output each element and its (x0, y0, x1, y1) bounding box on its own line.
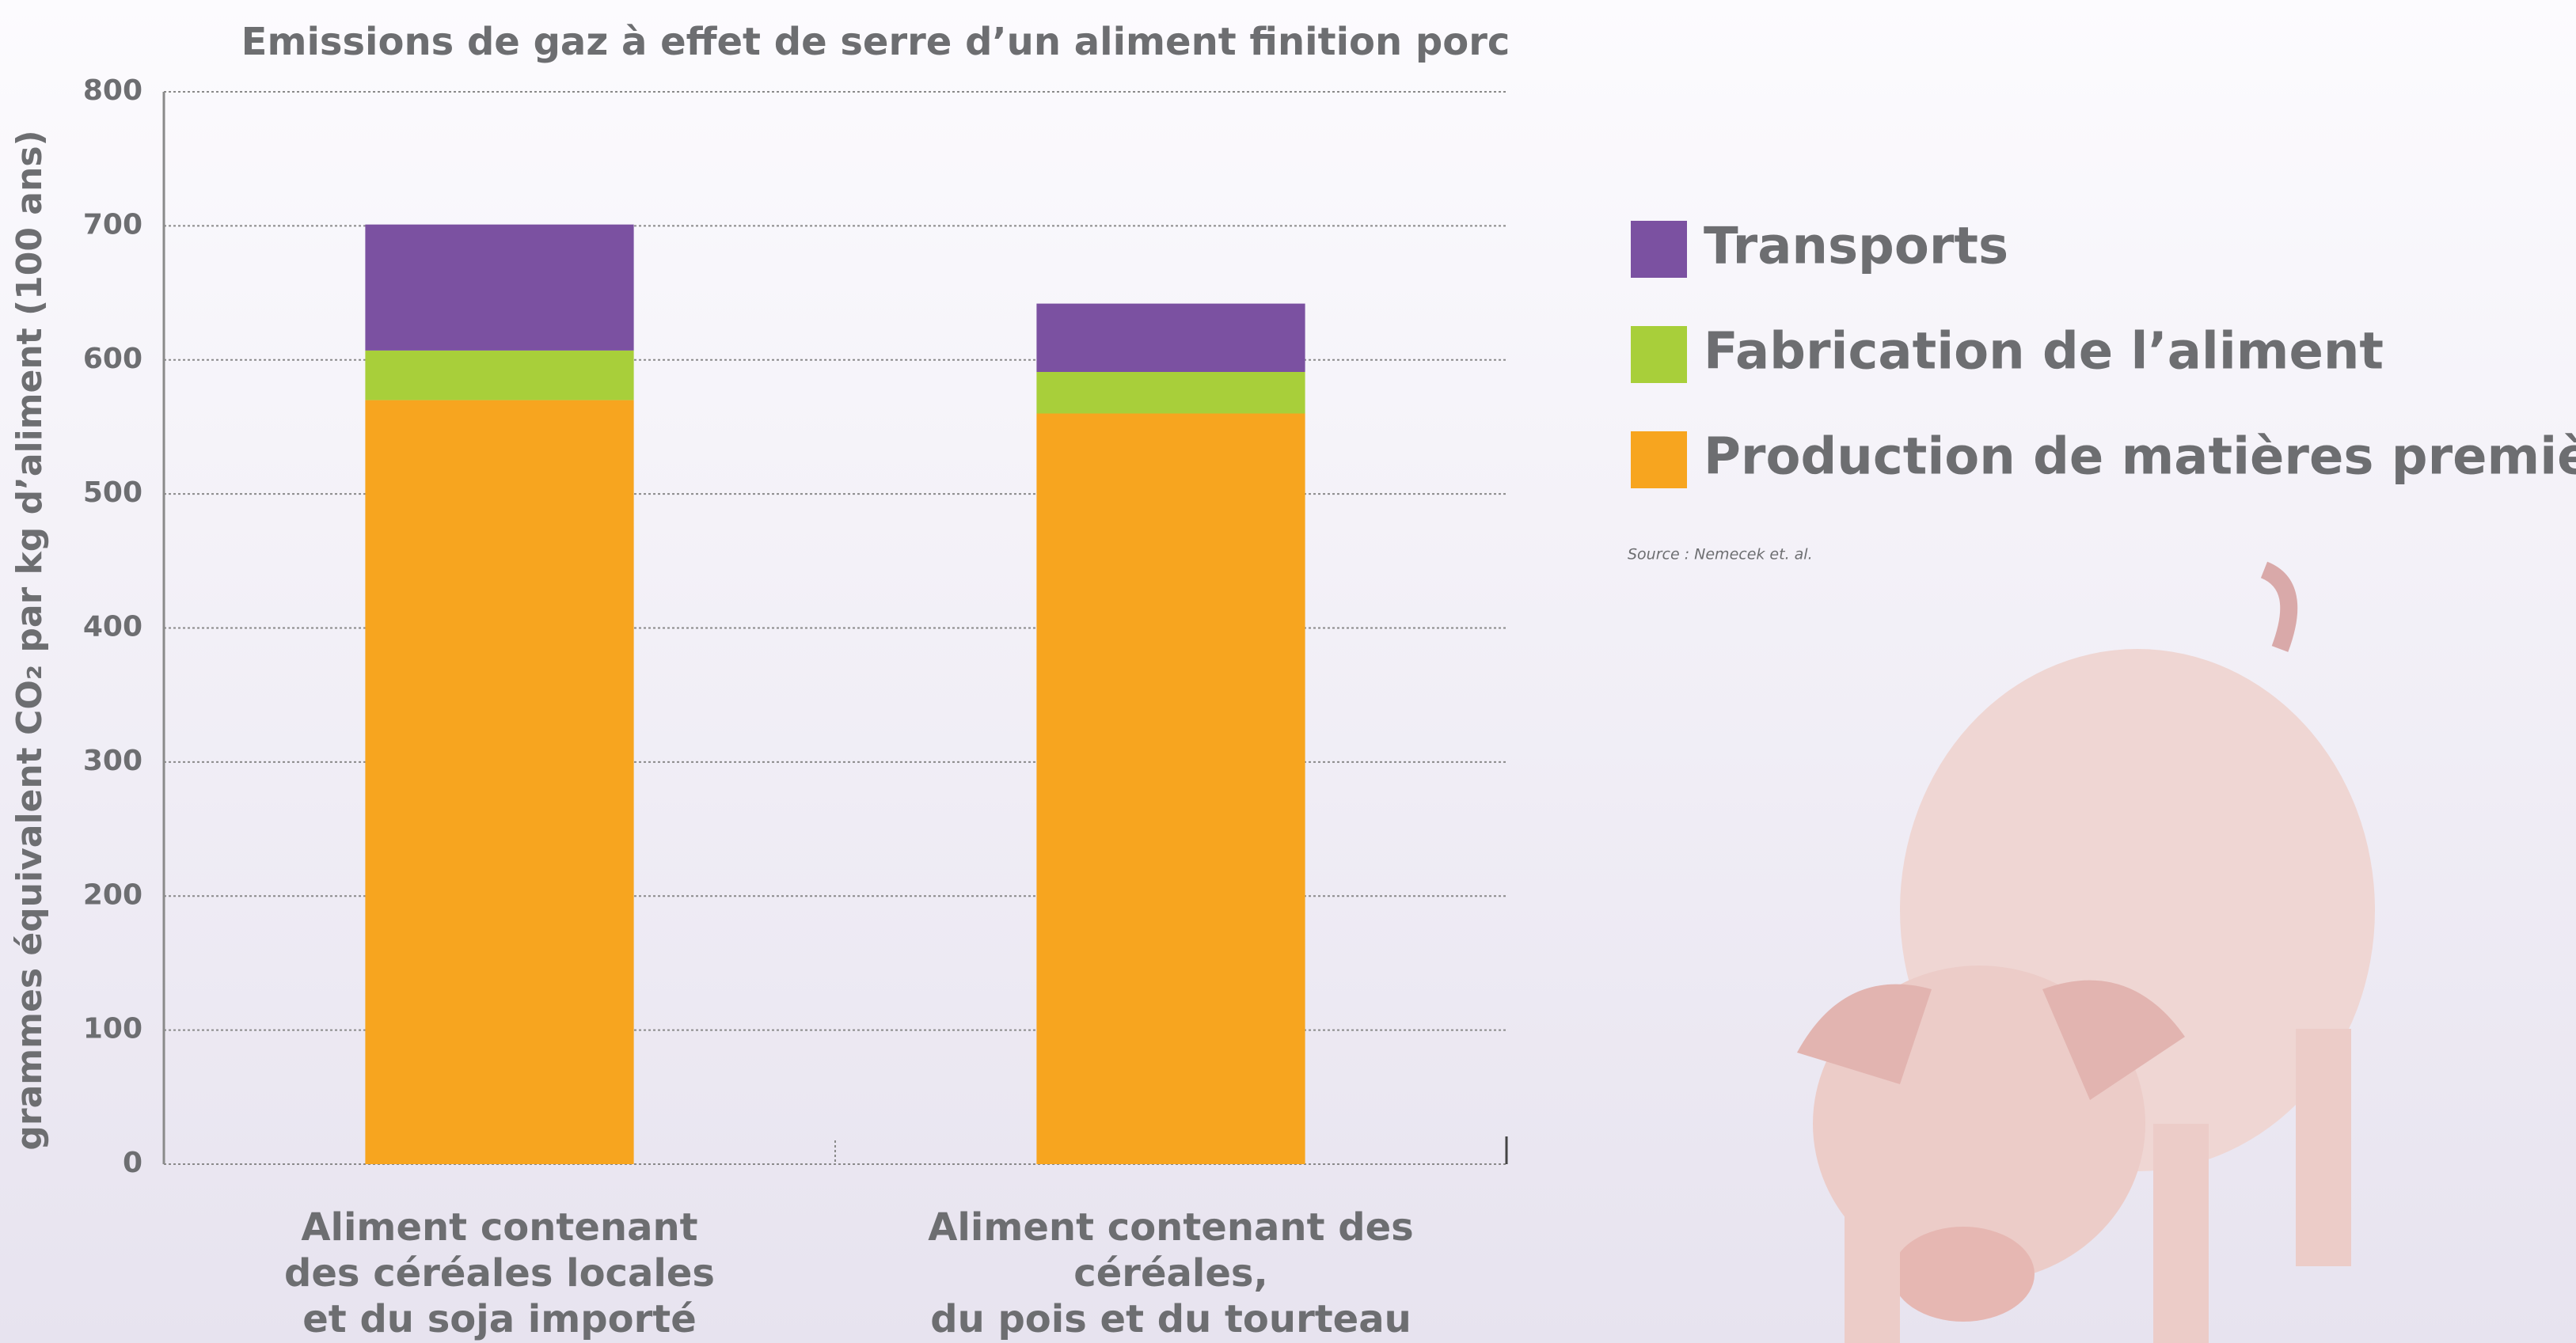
pig-illustration (1797, 570, 2375, 1343)
page: Emissions de gaz à effet de serre d’un a… (0, 0, 2576, 1343)
legend-swatch (1631, 221, 1687, 278)
y-tick-label: 600 (83, 343, 142, 375)
y-tick-label: 100 (83, 1013, 142, 1045)
legend-label: Transports (1704, 218, 2008, 276)
y-tick-label: 700 (83, 208, 142, 241)
bar-segment (1036, 414, 1305, 1165)
y-tick-label: 200 (83, 878, 142, 911)
legend-swatch (1631, 326, 1687, 383)
bar-segment (1036, 372, 1305, 414)
chart: Emissions de gaz à effet de serre d’un a… (0, 0, 2576, 1343)
legend-label: Production de matières premières (1704, 428, 2576, 487)
y-tick-label: 0 (123, 1147, 142, 1179)
y-tick-label: 800 (83, 74, 142, 107)
y-tick-label: 400 (83, 611, 142, 643)
x-tick-label: Aliment contenant des céréales locales e… (164, 1205, 835, 1342)
source: Source : Nemecek et. al. (1628, 546, 1813, 563)
chart-title: Emissions de gaz à effet de serre d’un a… (241, 20, 1510, 64)
bar-segment (1036, 304, 1305, 372)
bar-segment (365, 351, 633, 400)
y-tick-label: 500 (83, 476, 142, 509)
legend-swatch (1631, 431, 1687, 488)
legend-label: Fabrication de l’aliment (1704, 323, 2384, 381)
y-tick-label: 300 (83, 745, 142, 777)
y-axis-label: grammes équivalent CO₂ par kg d’aliment … (9, 130, 50, 1150)
bar-segment (365, 400, 633, 1164)
bar-segment (365, 225, 633, 351)
x-tick-label: Aliment contenant des céréales, du pois … (835, 1205, 1506, 1343)
